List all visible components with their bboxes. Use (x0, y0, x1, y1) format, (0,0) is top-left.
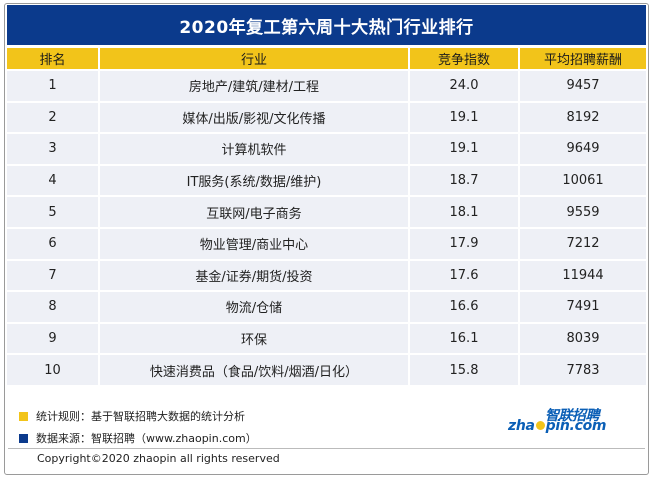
logo-english-text: zha pin.com (508, 418, 606, 434)
header-average-salary: 平均招聘薪酬 (518, 48, 646, 69)
blue-square-icon (19, 433, 28, 443)
cell-rank: 3 (7, 134, 98, 164)
cell-rank: 8 (7, 292, 98, 322)
cell-industry: 快速消费品（食品/饮料/烟酒/日化） (98, 355, 408, 385)
data-source-text: 数据来源：智联招聘（www.zhaopin.com） (36, 432, 257, 445)
cell-salary: 9559 (518, 197, 646, 227)
cell-rank: 5 (7, 197, 98, 227)
cell-index: 17.9 (408, 228, 518, 259)
cell-salary: 7212 (518, 228, 646, 259)
cell-index: 19.1 (408, 134, 518, 164)
cell-industry: 媒体/出版/影视/文化传播 (98, 102, 408, 133)
cell-rank: 7 (7, 260, 98, 291)
cell-industry: 环保 (98, 323, 408, 354)
table-header-row: 排名 行业 竞争指数 平均招聘薪酬 (7, 48, 646, 69)
cell-industry: 物流/仓储 (98, 292, 408, 322)
cell-rank: 1 (7, 71, 98, 101)
cell-industry: IT服务(系统/数据/维护) (98, 165, 408, 196)
cell-salary: 11944 (518, 260, 646, 291)
cell-rank: 6 (7, 228, 98, 259)
header-industry: 行业 (98, 48, 408, 69)
cell-salary: 8192 (518, 102, 646, 133)
yellow-square-icon (19, 411, 28, 421)
table-row: 3 计算机软件 19.1 9649 (7, 134, 646, 164)
cell-salary: 9649 (518, 134, 646, 164)
cell-index: 18.1 (408, 197, 518, 227)
cell-index: 15.8 (408, 355, 518, 385)
logo-en-left: zha (508, 418, 535, 434)
header-competition-index: 竞争指数 (408, 48, 518, 69)
cell-industry: 物业管理/商业中心 (98, 228, 408, 259)
cell-rank: 4 (7, 165, 98, 196)
table-row: 2 媒体/出版/影视/文化传播 19.1 8192 (7, 102, 646, 133)
data-source-note: 数据来源：智联招聘（www.zhaopin.com） (19, 430, 257, 446)
cell-industry: 基金/证券/期货/投资 (98, 260, 408, 291)
cell-industry: 计算机软件 (98, 134, 408, 164)
logo-dot-icon (535, 421, 545, 430)
cell-index: 19.1 (408, 102, 518, 133)
cell-index: 17.6 (408, 260, 518, 291)
table-row: 8 物流/仓储 16.6 7491 (7, 292, 646, 322)
table-row: 4 IT服务(系统/数据/维护) 18.7 10061 (7, 165, 646, 196)
cell-index: 24.0 (408, 71, 518, 101)
cell-rank: 10 (7, 355, 98, 385)
cell-salary: 8039 (518, 323, 646, 354)
page-title: 2020年复工第六周十大热门行业排行 (7, 5, 646, 45)
table-row: 10 快速消费品（食品/饮料/烟酒/日化） 15.8 7783 (7, 355, 646, 385)
cell-rank: 9 (7, 323, 98, 354)
table-row: 9 环保 16.1 8039 (7, 323, 646, 354)
zhaopin-logo: 智联招聘 zha pin.com (508, 405, 628, 435)
cell-salary: 10061 (518, 165, 646, 196)
cell-industry: 房地产/建筑/建材/工程 (98, 71, 408, 101)
copyright-text: Copyright©2020 zhaopin all rights reserv… (37, 452, 280, 465)
statistics-rule-text: 统计规则：基于智联招聘大数据的统计分析 (36, 410, 245, 423)
cell-index: 16.6 (408, 292, 518, 322)
header-rank: 排名 (7, 48, 98, 69)
cell-salary: 7491 (518, 292, 646, 322)
statistics-rule-note: 统计规则：基于智联招聘大数据的统计分析 (19, 408, 245, 424)
logo-chinese-text: 智联招聘 (545, 408, 600, 424)
cell-salary: 7783 (518, 355, 646, 385)
footer-divider (8, 448, 645, 449)
cell-industry: 互联网/电子商务 (98, 197, 408, 227)
cell-rank: 2 (7, 102, 98, 133)
ranking-table: 排名 行业 竞争指数 平均招聘薪酬 1 房地产/建筑/建材/工程 24.0 94… (7, 46, 646, 387)
table-row: 1 房地产/建筑/建材/工程 24.0 9457 (7, 71, 646, 101)
cell-index: 18.7 (408, 165, 518, 196)
table-row: 6 物业管理/商业中心 17.9 7212 (7, 228, 646, 259)
cell-salary: 9457 (518, 71, 646, 101)
logo-en-right: pin.com (545, 418, 607, 434)
table-row: 5 互联网/电子商务 18.1 9559 (7, 197, 646, 227)
cell-index: 16.1 (408, 323, 518, 354)
table-row: 7 基金/证券/期货/投资 17.6 11944 (7, 260, 646, 291)
